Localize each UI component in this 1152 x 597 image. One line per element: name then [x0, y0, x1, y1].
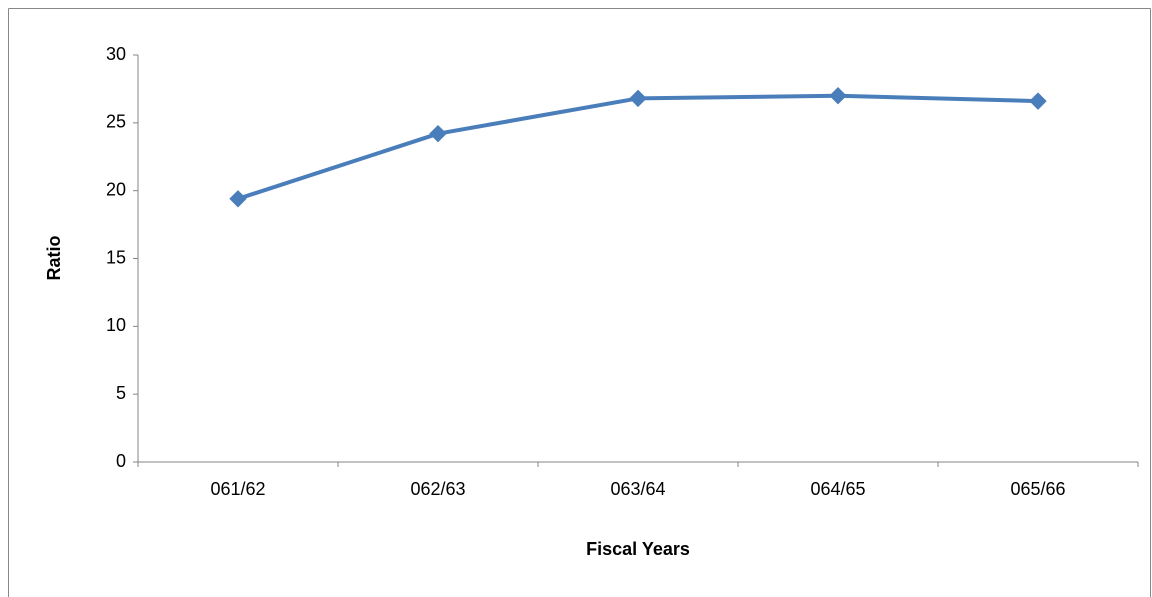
y-tick-label: 20 [106, 179, 126, 199]
y-tick-label: 25 [106, 112, 126, 132]
y-tick-label: 10 [106, 315, 126, 335]
marker [629, 89, 647, 108]
marker [829, 86, 847, 105]
x-tick-label: 063/64 [610, 479, 665, 499]
y-axis-title: Ratio [44, 235, 64, 280]
y-tick-label: 15 [106, 247, 126, 267]
x-tick-label: 064/65 [810, 479, 865, 499]
marker [429, 124, 447, 143]
x-axis-title: Fiscal Years [586, 539, 690, 559]
marker [229, 190, 247, 208]
line-series [237, 93, 1039, 201]
y-tick-label: 30 [106, 44, 126, 64]
x-tick-label: 062/63 [410, 479, 465, 499]
marker [1029, 92, 1047, 110]
x-tick-label: 065/66 [1010, 479, 1065, 499]
y-tick-label: 0 [116, 451, 126, 471]
x-tick-label: 061/62 [210, 479, 265, 499]
y-tick-label: 5 [116, 383, 126, 403]
